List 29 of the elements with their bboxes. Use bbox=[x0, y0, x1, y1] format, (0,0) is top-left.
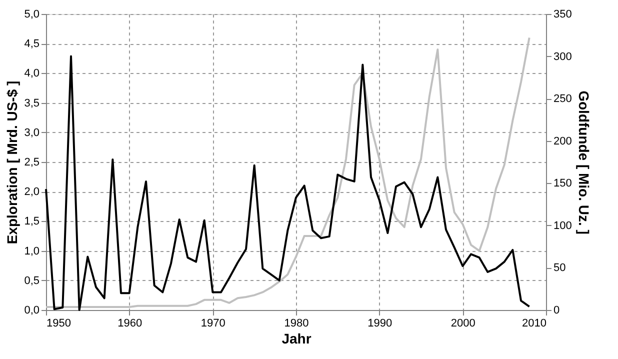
y-tick-label: 1,5 bbox=[24, 216, 40, 228]
x-tick-label: 1980 bbox=[284, 318, 309, 330]
y2-tick-label: 350 bbox=[554, 8, 572, 20]
y-tick-label: 3,5 bbox=[24, 97, 40, 110]
y2-tick-label: 200 bbox=[554, 135, 572, 148]
x-tick-label: 2010 bbox=[522, 318, 546, 330]
x-tick-label: 1970 bbox=[200, 318, 226, 330]
y-tick-label: 5,0 bbox=[24, 8, 40, 20]
x-tick-label: 2000 bbox=[450, 318, 476, 330]
x-tick-label: 1960 bbox=[118, 318, 142, 330]
y-axis-title: Exploration [ Mrd. US-$ ] bbox=[4, 80, 20, 244]
x-tick-label: 1950 bbox=[46, 318, 71, 330]
y2-tick-label: 0 bbox=[554, 304, 560, 316]
y2-tick-label: 250 bbox=[554, 93, 572, 106]
y-tick-label: 3,0 bbox=[24, 126, 40, 139]
y-tick-label: 0,5 bbox=[24, 274, 40, 287]
y2-tick-label: 300 bbox=[554, 50, 572, 63]
y-tick-label: 4,5 bbox=[24, 38, 40, 50]
x-axis-title: Jahr bbox=[282, 330, 312, 346]
y2-tick-label: 100 bbox=[554, 220, 572, 232]
y2-tick-label: 50 bbox=[554, 262, 566, 274]
y2-axis-title: Goldfunde [ Mio. Uz. ] bbox=[576, 90, 592, 234]
x-tick-label: 1990 bbox=[368, 318, 392, 330]
y2-tick-label: 150 bbox=[554, 178, 572, 190]
y-tick-label: 4,0 bbox=[24, 68, 40, 80]
y-tick-label: 1,0 bbox=[24, 245, 40, 258]
y-tick-label: 2,5 bbox=[24, 156, 40, 168]
y-tick-label: 2,0 bbox=[24, 186, 40, 198]
y-tick-label: 0,0 bbox=[24, 304, 40, 316]
